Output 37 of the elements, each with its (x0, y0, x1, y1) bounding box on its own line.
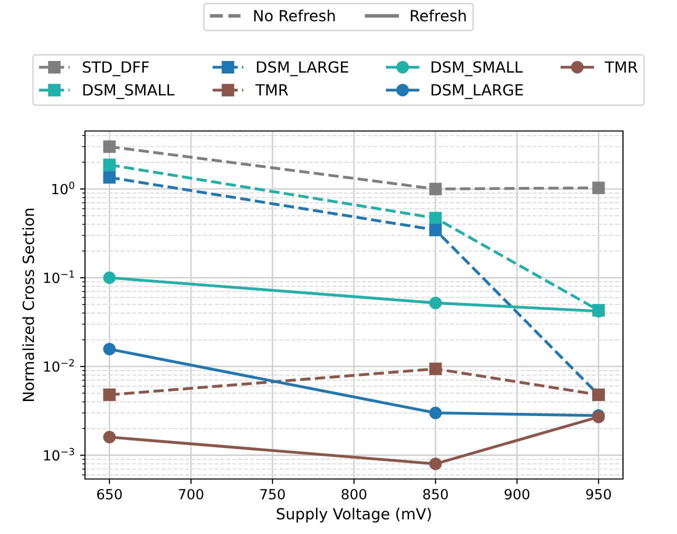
point (429, 362, 442, 376)
x-tick-label: 650 (97, 488, 122, 500)
point (429, 296, 442, 310)
point (429, 406, 442, 420)
point (592, 182, 605, 194)
legend-label: TMR (255, 84, 288, 96)
point (103, 388, 116, 402)
point (429, 212, 442, 224)
point (103, 342, 116, 356)
legend-label: DSM_LARGE (432, 84, 523, 100)
point (429, 224, 442, 236)
legend-label: DSM_SMALL (432, 61, 523, 76)
x-tick-label: 900 (504, 488, 530, 500)
legend-label: DSM_LARGE (256, 61, 348, 76)
text: Refresh (410, 10, 466, 22)
point (103, 140, 116, 153)
x-tick-label: 750 (260, 488, 285, 500)
point (103, 271, 116, 284)
x-tick-label: 800 (342, 488, 366, 500)
y-tick-label: 10$^{−1}$ (44, 270, 74, 284)
legend-label: STD_DFF (82, 61, 149, 76)
point (103, 158, 116, 172)
legend-label: DSM_SMALL (83, 84, 174, 100)
point (103, 430, 116, 444)
y-tick-label: 10$^{−3}$ (44, 448, 74, 461)
legend-label: TMR (604, 61, 638, 73)
x-tick-label: 700 (178, 488, 204, 500)
point (429, 458, 442, 470)
x-axis-title: Supply Voltage (mV) (276, 508, 431, 523)
y-axis-title: Normalized Cross Section (22, 208, 34, 401)
text: No Refresh (254, 10, 335, 22)
point (103, 171, 116, 184)
y-tick-label: 10$^{−2}$ (44, 359, 74, 372)
y-tick-label: 10$^{0}$ (52, 182, 74, 194)
point (429, 182, 442, 196)
x-tick-label: 950 (586, 488, 611, 500)
x-tick-label: 850 (423, 488, 448, 500)
